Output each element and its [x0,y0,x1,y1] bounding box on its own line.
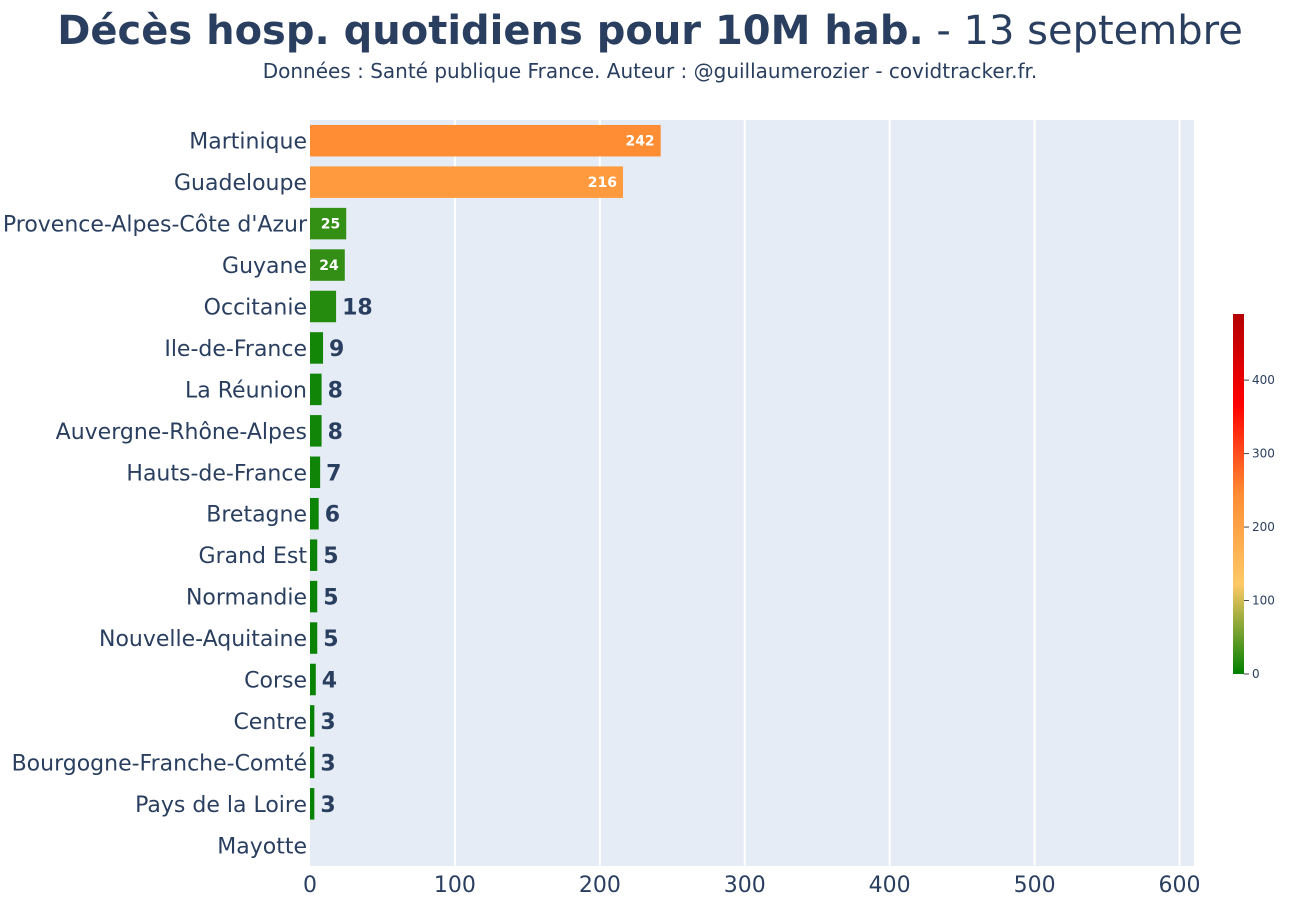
category-label: Corse [244,669,307,694]
category-label: Centre [233,710,307,735]
bar-value-label: 7 [326,461,341,486]
x-tick-label: 100 [434,873,476,898]
bar-value-label: 4 [322,669,337,694]
bar-value-label: 24 [319,258,339,274]
bar [310,788,315,820]
bar-value-label: 8 [328,378,343,403]
category-label: Grand Est [199,544,308,569]
x-tick-label: 0 [303,873,317,898]
bar [310,415,322,447]
chart-title: Décès hosp. quotidiens pour 10M hab. - 1… [0,6,1300,56]
bar-value-label: 3 [320,793,335,818]
x-tick-label: 600 [1159,873,1201,898]
category-label: Ile-de-France [164,337,307,362]
category-label: Hauts-de-France [126,461,307,486]
category-label: Occitanie [204,296,307,321]
bar [310,746,315,779]
chart-title-main: Décès hosp. quotidiens pour 10M hab. [57,8,924,54]
bar-value-label: 8 [328,420,343,445]
colorbar-gradient [1233,314,1244,674]
category-label: Nouvelle-Aquitaine [99,627,307,652]
colorbar-tick-label: 300 [1252,447,1275,461]
bar [310,290,337,323]
bar-value-label: 5 [323,627,338,652]
bar [310,580,318,613]
colorbar-tick-label: 100 [1252,594,1275,608]
bar-value-label: 9 [329,337,344,362]
plot-background [310,120,1194,866]
bar-value-label: 3 [320,751,335,776]
category-label: La Réunion [185,378,307,403]
bar [310,166,624,198]
bar-value-label: 5 [323,544,338,569]
x-tick-label: 300 [724,873,766,898]
colorbar-tick-label: 200 [1252,520,1275,534]
plot-area: 0 100 200 300 400 500 600 Martinique 242 Guadelou… [3,120,1201,898]
bar [310,622,318,654]
category-label: Bourgogne-Franche-Comté [12,751,307,776]
category-label: Guyane [222,254,307,279]
chart-subtitle: Données : Santé publique France. Auteur … [262,59,1038,83]
x-tick-label: 400 [869,873,911,898]
bar [310,249,345,281]
bar-value-label: 18 [342,296,373,321]
bar-value-label: 3 [320,710,335,735]
bar-value-label: 242 [625,134,654,150]
category-label: Mayotte [217,834,307,859]
colorbar: 0 100 200 300 400 [1233,314,1275,681]
colorbar-tick-label: 0 [1252,667,1260,681]
bar [310,539,318,571]
category-label: Martinique [189,130,307,155]
chart-header: Décès hosp. quotidiens pour 10M hab. - 1… [0,6,1300,84]
category-label: Pays de la Loire [135,793,307,818]
category-label: Guadeloupe [174,171,307,196]
bar-value-label: 25 [321,217,340,233]
bar [310,456,321,489]
bar [310,332,324,364]
bar-value-label: 5 [323,586,338,611]
colorbar-tick-label: 400 [1252,373,1275,387]
bar [310,663,316,696]
bar [310,705,315,737]
bar [310,207,347,240]
bar [310,373,322,406]
bar-value-label: 216 [588,175,617,191]
bar [310,124,661,157]
chart-title-date: - 13 septembre [923,8,1243,54]
x-tick-label: 200 [579,873,621,898]
bar [310,497,319,530]
category-label: Provence-Alpes-Côte d'Azur [3,213,308,238]
bar-value-label: 6 [325,503,340,528]
x-tick-label: 500 [1014,873,1056,898]
category-label: Normandie [186,586,307,611]
category-label: Bretagne [206,503,307,528]
category-label: Auvergne-Rhône-Alpes [56,420,307,445]
